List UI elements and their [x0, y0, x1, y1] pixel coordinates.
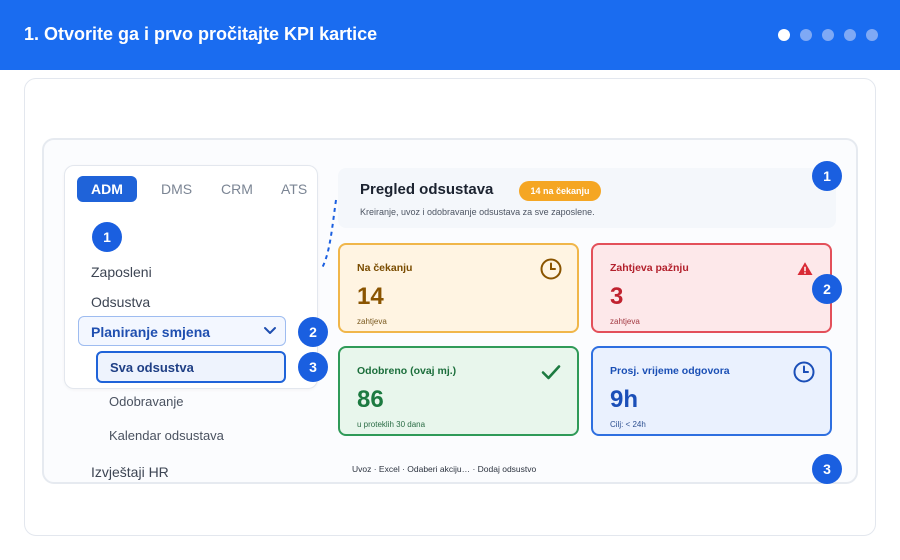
- step-dot[interactable]: [800, 29, 812, 41]
- tab-ats[interactable]: ATS: [281, 181, 308, 197]
- kpi-title: Zahtjeva pažnju: [610, 262, 689, 274]
- chevron-down-icon: [264, 327, 276, 334]
- kpi-value: 86: [357, 386, 384, 413]
- tab-crm[interactable]: CRM: [221, 181, 253, 197]
- nav-item-shift-planning[interactable]: Planiranje smjena: [78, 316, 286, 346]
- kpi-value: 9h: [610, 386, 639, 413]
- page-title: Pregled odsustava: [360, 181, 494, 198]
- kpi-subtext: Cilj: < 24h: [610, 420, 646, 429]
- callout-badge: 2: [812, 274, 842, 304]
- clock-icon: [793, 361, 815, 383]
- nav-item-label: Sva odsustva: [110, 360, 194, 375]
- action-links[interactable]: Uvoz · Excel · Odaberi akciju… · Dodaj o…: [352, 464, 537, 474]
- nav-item-hr-reports[interactable]: Izvještaji HR: [91, 464, 169, 480]
- callout-badge: 3: [298, 352, 328, 382]
- step-title: 1. Otvorite ga i prvo pročitajte KPI kar…: [24, 24, 378, 44]
- kpi-subtext: zahtjeva: [610, 317, 640, 326]
- tab-adm[interactable]: ADM: [77, 176, 137, 202]
- kpi-card-attention[interactable]: Zahtjeva pažnju 3 zahtjeva: [591, 243, 832, 333]
- kpi-title: Odobreno (ovaj mj.): [357, 365, 457, 377]
- page-header: Pregled odsustava 14 na čekanju Kreiranj…: [338, 168, 836, 228]
- pending-count-badge: 14 na čekanju: [519, 181, 601, 201]
- nav-item-employees[interactable]: Zaposleni: [91, 264, 152, 280]
- nav-item-calendar[interactable]: Kalendar odsustava: [109, 428, 224, 443]
- nav-item-label: Planiranje smjena: [91, 324, 211, 340]
- nav-item-absences[interactable]: Odsustva: [91, 294, 151, 310]
- step-indicator: [778, 29, 878, 41]
- kpi-card-response-time[interactable]: Prosj. vrijeme odgovora 9h Cilj: < 24h: [591, 346, 832, 436]
- clock-icon: [540, 258, 562, 280]
- callout-connector: [321, 199, 337, 269]
- kpi-value: 14: [357, 283, 384, 310]
- kpi-title: Na čekanju: [357, 262, 413, 274]
- kpi-card-pending[interactable]: Na čekanju 14 zahtjeva: [338, 243, 579, 333]
- step-dot[interactable]: [866, 29, 878, 41]
- tab-dms[interactable]: DMS: [161, 181, 193, 197]
- kpi-subtext: zahtjeva: [357, 317, 387, 326]
- kpi-title: Prosj. vrijeme odgovora: [610, 365, 730, 377]
- module-tabs: ADM DMS CRM ATS: [77, 176, 317, 202]
- callout-badge: 1: [812, 161, 842, 191]
- step-banner: 1. Otvorite ga i prvo pročitajte KPI kar…: [0, 0, 900, 70]
- step-dot[interactable]: [778, 29, 790, 41]
- warning-icon: [797, 262, 813, 275]
- kpi-subtext: u proteklih 30 dana: [357, 420, 426, 429]
- callout-badge: 3: [812, 454, 842, 484]
- check-icon: [541, 365, 561, 380]
- kpi-value: 3: [610, 283, 624, 310]
- step-dot[interactable]: [844, 29, 856, 41]
- kpi-card-approved[interactable]: Odobreno (ovaj mj.) 86 u proteklih 30 da…: [338, 346, 579, 436]
- nav-item-all-absences[interactable]: Sva odsustva: [96, 351, 286, 383]
- page-subtitle: Kreiranje, uvoz i odobravanje odsustava …: [360, 207, 595, 217]
- step-dot[interactable]: [822, 29, 834, 41]
- nav-item-approvals[interactable]: Odobravanje: [109, 394, 184, 409]
- callout-badge: 1: [92, 222, 122, 252]
- callout-badge: 2: [298, 317, 328, 347]
